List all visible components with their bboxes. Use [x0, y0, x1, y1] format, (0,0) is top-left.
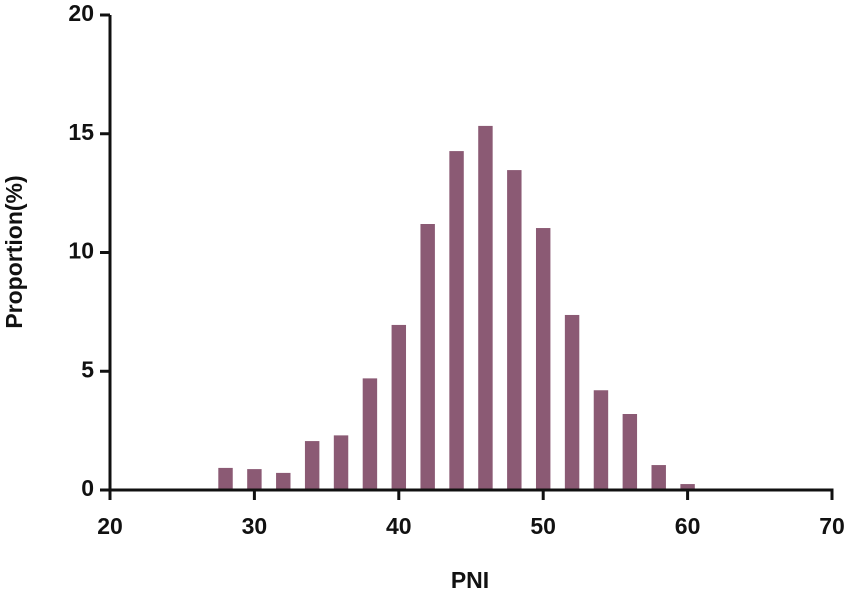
bar: [507, 170, 522, 490]
x-tick-label: 60: [675, 513, 701, 539]
x-axis-label: PNI: [451, 567, 489, 593]
x-tick-label: 20: [97, 513, 123, 539]
bar: [362, 378, 378, 490]
y-tick-label: 20: [68, 0, 94, 26]
bar: [218, 467, 233, 490]
bar: [304, 441, 320, 490]
bar: [478, 125, 493, 490]
bar: [535, 228, 551, 490]
x-tick-label: 50: [530, 513, 556, 539]
bar: [651, 465, 666, 490]
y-tick-label: 15: [68, 119, 94, 145]
bar: [247, 469, 262, 490]
y-axis-label: Proportion(%): [1, 175, 27, 328]
y-tick-label: 10: [68, 238, 94, 264]
x-tick-label: 70: [819, 513, 845, 539]
x-tick-label: 40: [386, 513, 412, 539]
bar: [420, 224, 435, 490]
bar: [622, 414, 638, 490]
bar: [276, 472, 291, 490]
y-tick-label: 5: [81, 356, 94, 382]
bar: [680, 484, 695, 490]
x-tick-label: 30: [242, 513, 268, 539]
bar: [593, 390, 609, 490]
y-tick-label: 0: [81, 475, 94, 501]
bar: [391, 324, 407, 490]
bar: [564, 314, 580, 490]
bar: [333, 435, 349, 490]
bar: [449, 151, 464, 490]
